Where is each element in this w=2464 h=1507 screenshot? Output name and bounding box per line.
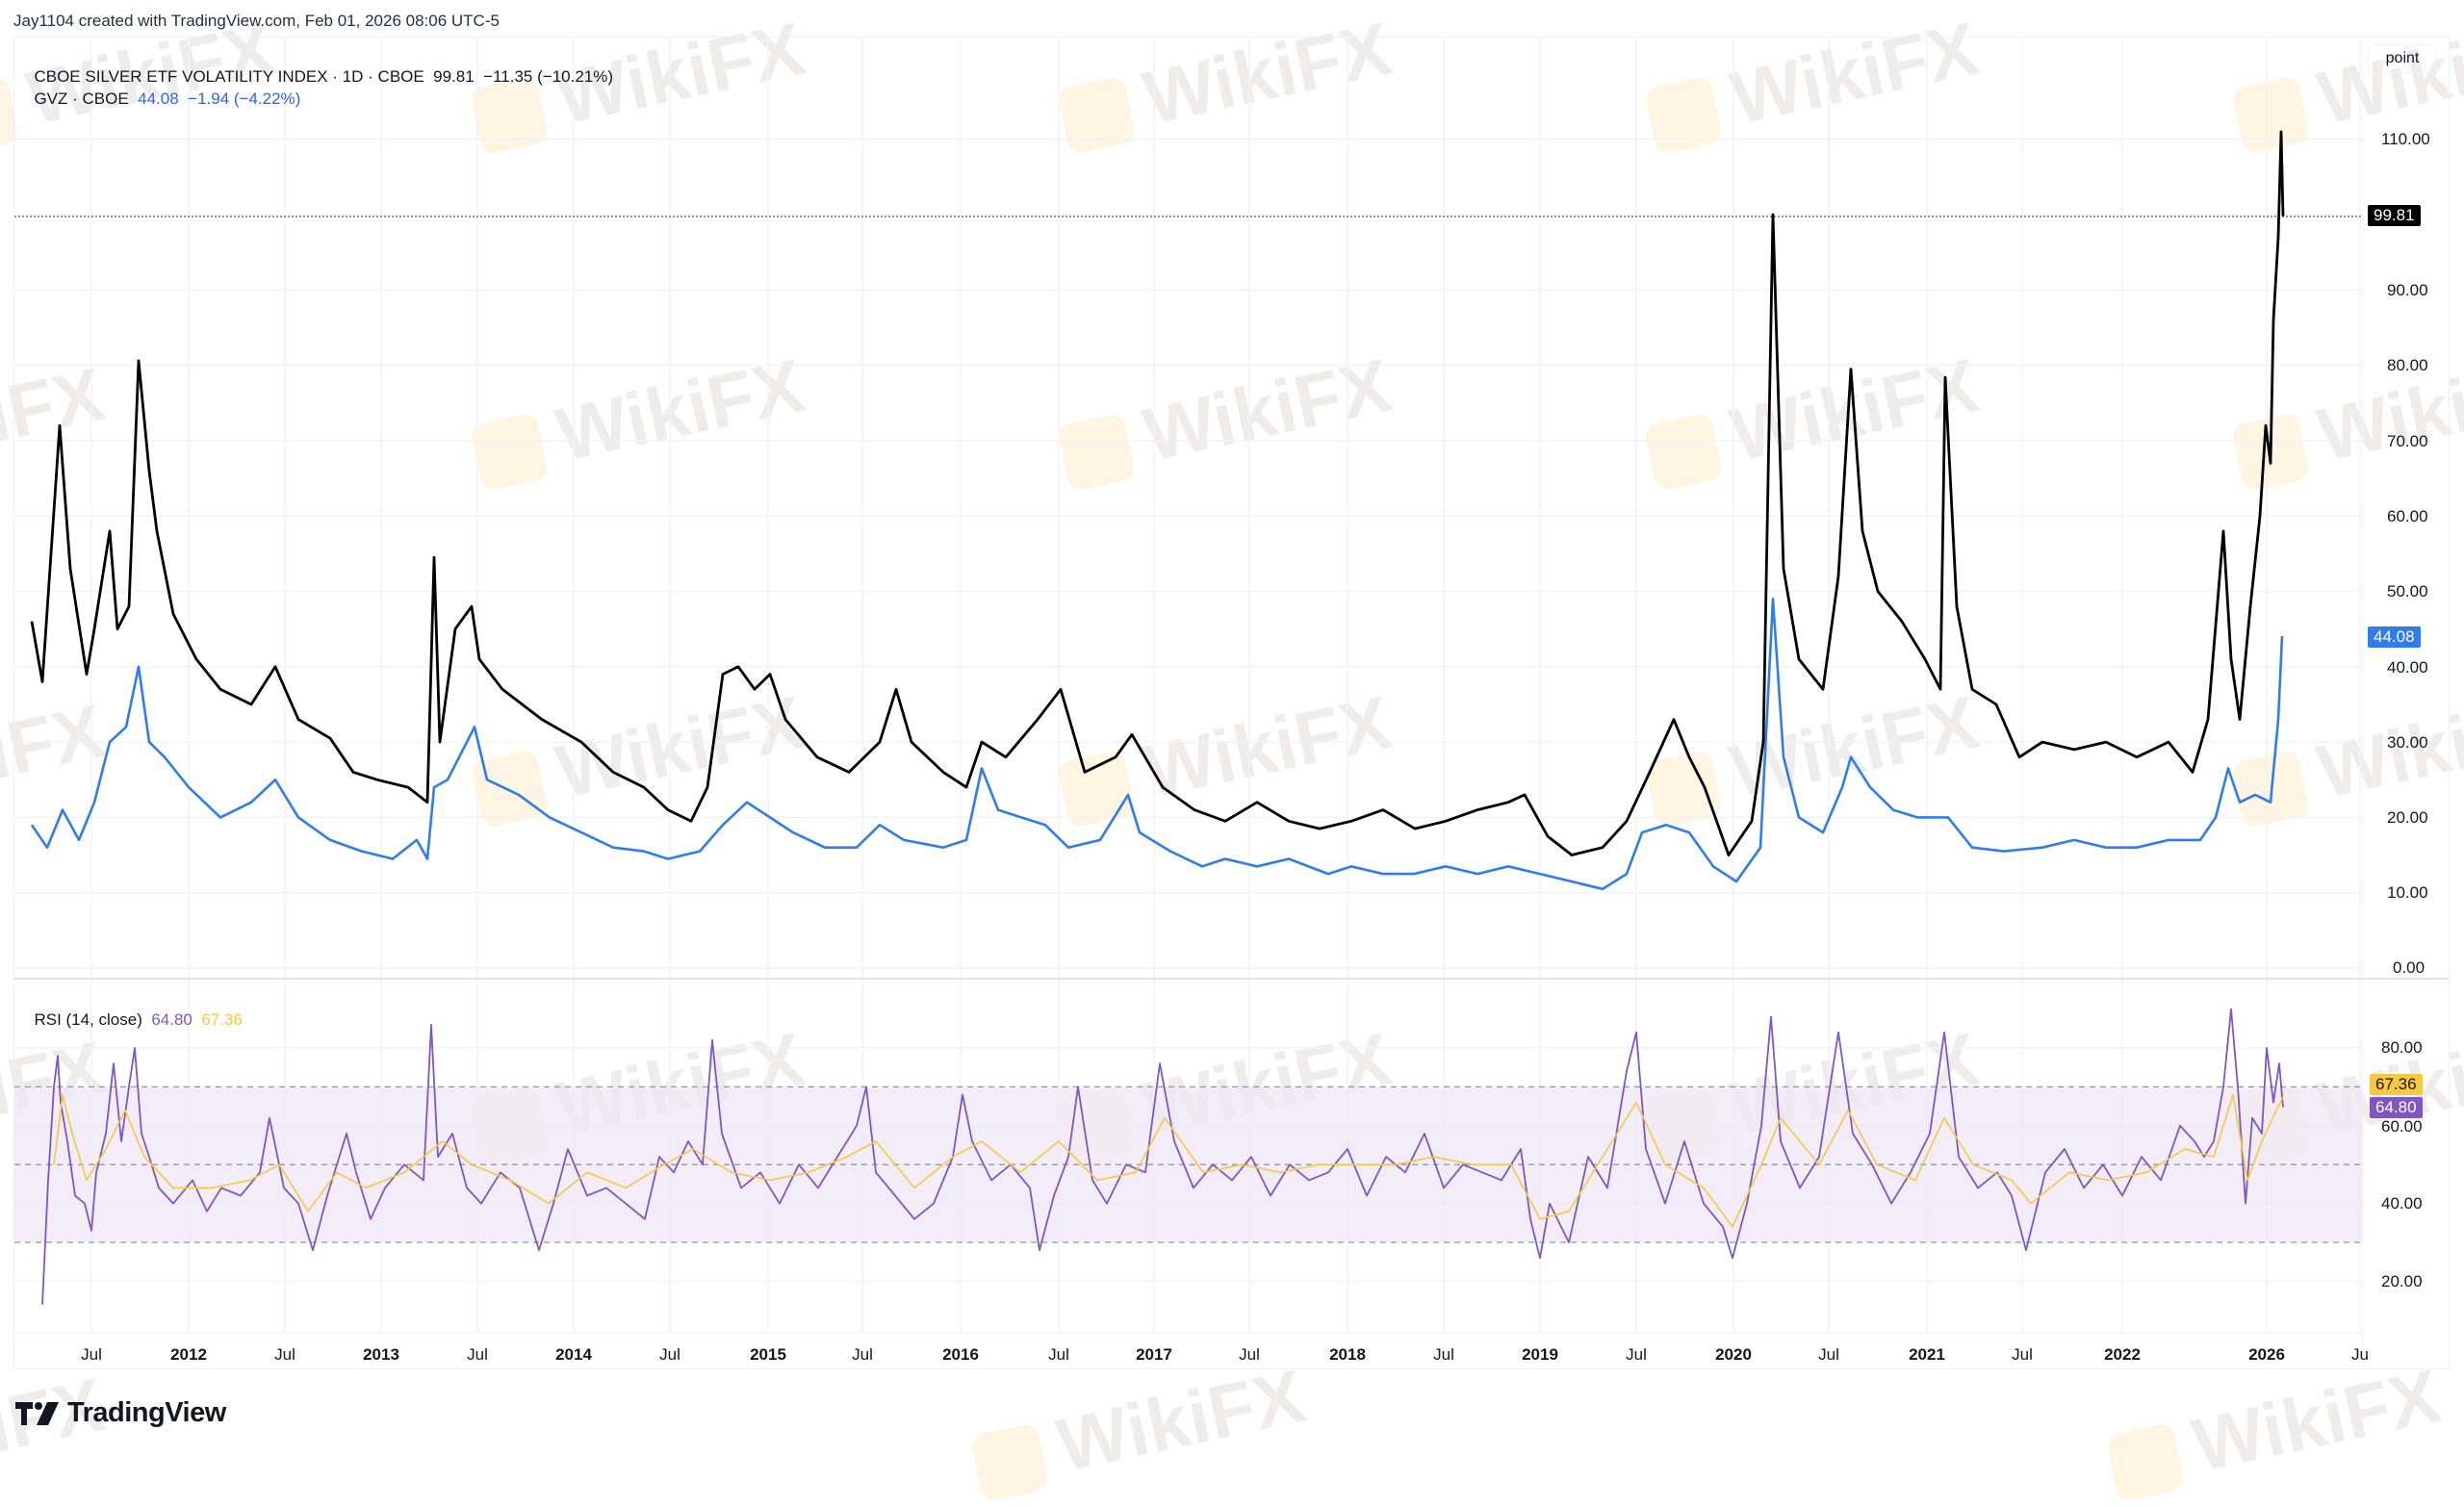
compare-series-legend[interactable]: GVZ · CBOE 44.08 −1.94 (−4.22%)	[25, 70, 300, 109]
time-axis-label: Jul	[467, 1345, 488, 1364]
rsi-ma-tag: 67.36	[2370, 1074, 2423, 1095]
price-tick: 70.00	[2387, 432, 2428, 450]
time-axis-label: 2015	[750, 1345, 786, 1364]
price-tick: 110.00	[2381, 130, 2430, 148]
price-tick: 10.00	[2387, 883, 2428, 902]
rsi-tick: 20.00	[2381, 1272, 2423, 1290]
rsi-legend[interactable]: RSI (14, close) 64.80 67.36	[25, 991, 243, 1030]
gvz-line	[30, 597, 2284, 891]
chart-credit: Jay1104 created with TradingView.com, Fe…	[13, 12, 500, 30]
time-axis-label: 2013	[363, 1345, 399, 1364]
price-tick: 90.00	[2387, 281, 2428, 299]
main-series-value: 99.81	[433, 67, 475, 86]
rsi-value: 64.80	[151, 1010, 192, 1029]
price-tick: 50.00	[2387, 582, 2428, 600]
time-axis-label: Jul	[852, 1345, 873, 1364]
time-axis-label: 2012	[170, 1345, 207, 1364]
time-axis-label: 2018	[1329, 1345, 1366, 1364]
time-axis-label: Jul	[1433, 1345, 1454, 1364]
main-series-legend[interactable]: CBOE SILVER ETF VOLATILITY INDEX · 1D · …	[25, 48, 613, 87]
compare-series-change: −1.94 (−4.22%)	[188, 89, 301, 108]
time-axis-label: 2019	[1522, 1345, 1558, 1364]
time-axis-label: 2014	[555, 1345, 592, 1364]
rsi-title: RSI (14, close)	[34, 1010, 142, 1029]
tradingview-logo[interactable]: TradingView	[15, 1397, 226, 1429]
time-axis-label: Jul	[659, 1345, 680, 1364]
compare-series-value: 44.08	[138, 89, 179, 108]
rsi-ma-line	[53, 1093, 2284, 1228]
main-series-title: CBOE SILVER ETF VOLATILITY INDEX · 1D · …	[34, 67, 424, 86]
time-axis-label: 2016	[942, 1345, 979, 1364]
compare-price-tag: 44.08	[2368, 626, 2421, 648]
price-tick: 30.00	[2387, 733, 2428, 752]
time-axis-label: Jul	[1818, 1345, 1839, 1364]
time-axis-label: Jul	[274, 1345, 295, 1364]
last-price-tag: 99.81	[2368, 205, 2421, 226]
compare-series-title: GVZ · CBOE	[34, 89, 129, 108]
time-axis-label: Jul	[81, 1345, 102, 1364]
time-axis-label: 2022	[2104, 1345, 2141, 1364]
price-tick: 0.00	[2393, 958, 2426, 977]
rsi-value-tag: 64.80	[2370, 1097, 2423, 1118]
tradingview-logo-text: TradingView	[67, 1397, 226, 1428]
time-axis-label: 2017	[1136, 1345, 1172, 1364]
silver-vol-line	[30, 130, 2285, 856]
price-tick: 40.00	[2387, 658, 2428, 677]
main-series-change: −11.35 (−10.21%)	[483, 67, 614, 86]
time-axis-label: 2021	[1909, 1345, 1945, 1364]
rsi-tick: 80.00	[2381, 1038, 2423, 1057]
time-axis-label: Jul	[1239, 1345, 1260, 1364]
price-scale-unit[interactable]: point	[2368, 44, 2437, 73]
time-axis-label: 2026	[2248, 1345, 2285, 1364]
chart-frame	[13, 37, 2450, 1369]
rsi-tick: 60.00	[2381, 1117, 2423, 1136]
time-axis-label: Jul	[1048, 1345, 1069, 1364]
time-axis-label: Ju	[2351, 1345, 2369, 1364]
time-axis-label: Jul	[1626, 1345, 1647, 1364]
rsi-line	[41, 1008, 2284, 1305]
time-axis-label: Jul	[2012, 1345, 2033, 1364]
time-axis-label: 2020	[1715, 1345, 1752, 1364]
rsi-tick: 40.00	[2381, 1194, 2423, 1213]
rsi-band	[14, 1086, 2363, 1243]
price-tick: 80.00	[2387, 356, 2428, 374]
price-tick: 60.00	[2387, 507, 2428, 525]
rsi-ma-value: 67.36	[201, 1010, 243, 1029]
price-tick: 20.00	[2387, 808, 2428, 827]
chart-canvas[interactable]	[0, 0, 2464, 1454]
tradingview-logo-icon	[15, 1401, 59, 1425]
